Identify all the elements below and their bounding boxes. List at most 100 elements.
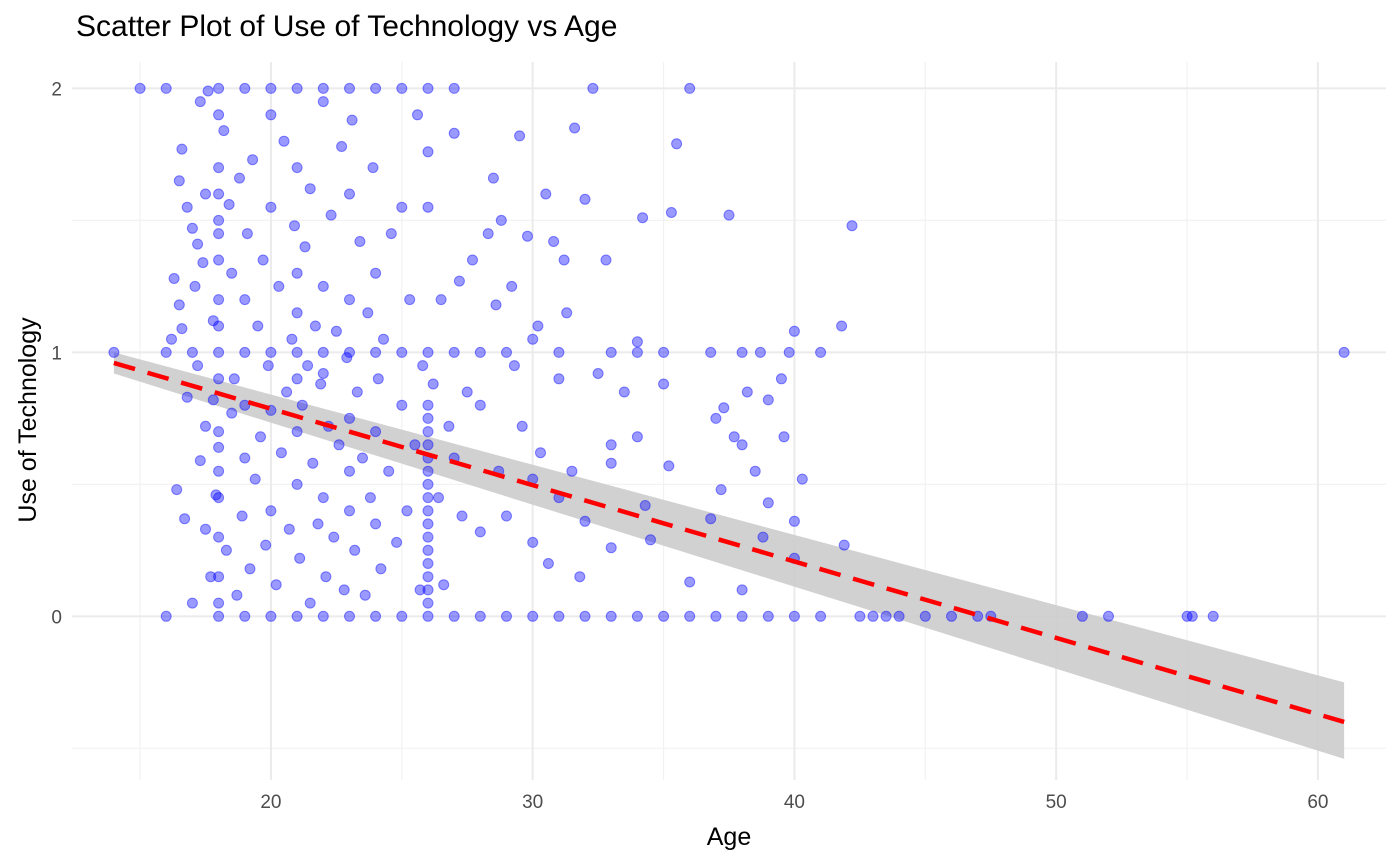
data-point bbox=[257, 254, 269, 266]
data-point bbox=[783, 346, 795, 358]
data-point bbox=[200, 420, 211, 432]
data-point bbox=[631, 346, 643, 358]
data-point bbox=[291, 610, 303, 622]
x-tick-label: 40 bbox=[784, 792, 805, 813]
data-point bbox=[600, 254, 612, 266]
data-point bbox=[522, 230, 533, 242]
data-point bbox=[317, 82, 329, 94]
data-point bbox=[173, 299, 185, 311]
data-point bbox=[213, 294, 225, 306]
tick-labels: 20 30 40 50 60 0 1 2 bbox=[51, 79, 1328, 813]
data-point bbox=[265, 505, 277, 517]
data-point bbox=[422, 478, 434, 490]
data-point bbox=[213, 531, 225, 543]
data-point bbox=[278, 135, 290, 147]
data-point bbox=[344, 465, 355, 477]
data-point bbox=[723, 209, 735, 221]
data-point bbox=[637, 212, 649, 224]
data-point bbox=[370, 426, 382, 438]
data-point bbox=[684, 610, 696, 622]
x-tick-label: 30 bbox=[522, 792, 543, 813]
data-point bbox=[422, 412, 434, 424]
data-point bbox=[1338, 346, 1350, 358]
data-point bbox=[749, 465, 761, 477]
data-point bbox=[108, 346, 120, 358]
data-point bbox=[474, 526, 486, 538]
data-point bbox=[160, 346, 172, 358]
data-point bbox=[412, 109, 423, 121]
data-point bbox=[587, 82, 599, 94]
data-point bbox=[244, 563, 256, 575]
data-point bbox=[213, 82, 225, 94]
data-point bbox=[330, 325, 342, 337]
data-point bbox=[291, 373, 303, 385]
data-point bbox=[226, 267, 238, 279]
data-point bbox=[296, 399, 308, 411]
data-point bbox=[762, 394, 774, 406]
data-point bbox=[422, 544, 434, 556]
data-point bbox=[372, 373, 384, 385]
data-point bbox=[320, 571, 332, 583]
data-point bbox=[396, 82, 408, 94]
data-point bbox=[846, 220, 858, 232]
y-tick-label: 2 bbox=[51, 79, 62, 100]
data-point bbox=[1103, 610, 1114, 622]
data-point bbox=[197, 257, 209, 269]
data-point bbox=[168, 273, 180, 284]
data-point bbox=[396, 610, 408, 622]
data-point bbox=[506, 280, 518, 292]
data-point bbox=[490, 299, 502, 311]
data-point bbox=[456, 510, 468, 522]
data-point bbox=[317, 346, 329, 358]
data-point bbox=[231, 589, 243, 601]
data-point bbox=[893, 610, 905, 622]
data-point bbox=[553, 346, 565, 358]
data-point bbox=[482, 228, 494, 240]
data-point bbox=[370, 346, 382, 358]
data-point bbox=[409, 439, 421, 451]
data-point bbox=[579, 610, 591, 622]
data-point bbox=[213, 492, 225, 504]
data-point bbox=[592, 368, 604, 379]
data-point bbox=[815, 346, 827, 358]
data-point bbox=[838, 539, 850, 551]
data-point bbox=[422, 492, 434, 504]
data-point bbox=[422, 439, 434, 451]
data-point bbox=[328, 531, 340, 543]
data-point bbox=[422, 531, 434, 543]
data-point bbox=[762, 610, 774, 622]
data-point bbox=[422, 505, 434, 517]
data-point bbox=[291, 267, 303, 279]
points-group bbox=[108, 82, 1350, 622]
data-point bbox=[501, 510, 512, 522]
data-point bbox=[474, 610, 486, 622]
data-point bbox=[605, 346, 617, 358]
data-point bbox=[202, 85, 214, 97]
data-point bbox=[213, 254, 225, 266]
data-point bbox=[213, 214, 225, 226]
data-point bbox=[294, 552, 306, 564]
data-point bbox=[705, 346, 717, 358]
data-point bbox=[367, 162, 379, 174]
data-point bbox=[283, 523, 295, 535]
data-point bbox=[236, 510, 248, 522]
data-point bbox=[344, 346, 355, 358]
data-point bbox=[736, 610, 748, 622]
y-axis-title: Use of Technology bbox=[14, 317, 42, 523]
data-point bbox=[788, 515, 800, 527]
data-point bbox=[336, 141, 348, 152]
data-point bbox=[736, 439, 748, 451]
data-point bbox=[213, 465, 225, 477]
data-point bbox=[281, 386, 293, 398]
data-point bbox=[880, 610, 892, 622]
data-point bbox=[265, 346, 277, 358]
data-point bbox=[213, 109, 225, 121]
data-point bbox=[315, 378, 327, 390]
data-point bbox=[213, 571, 225, 583]
data-point bbox=[351, 386, 363, 398]
data-point bbox=[307, 457, 319, 469]
data-point bbox=[618, 386, 630, 398]
data-point bbox=[605, 542, 617, 554]
data-point bbox=[189, 280, 201, 292]
